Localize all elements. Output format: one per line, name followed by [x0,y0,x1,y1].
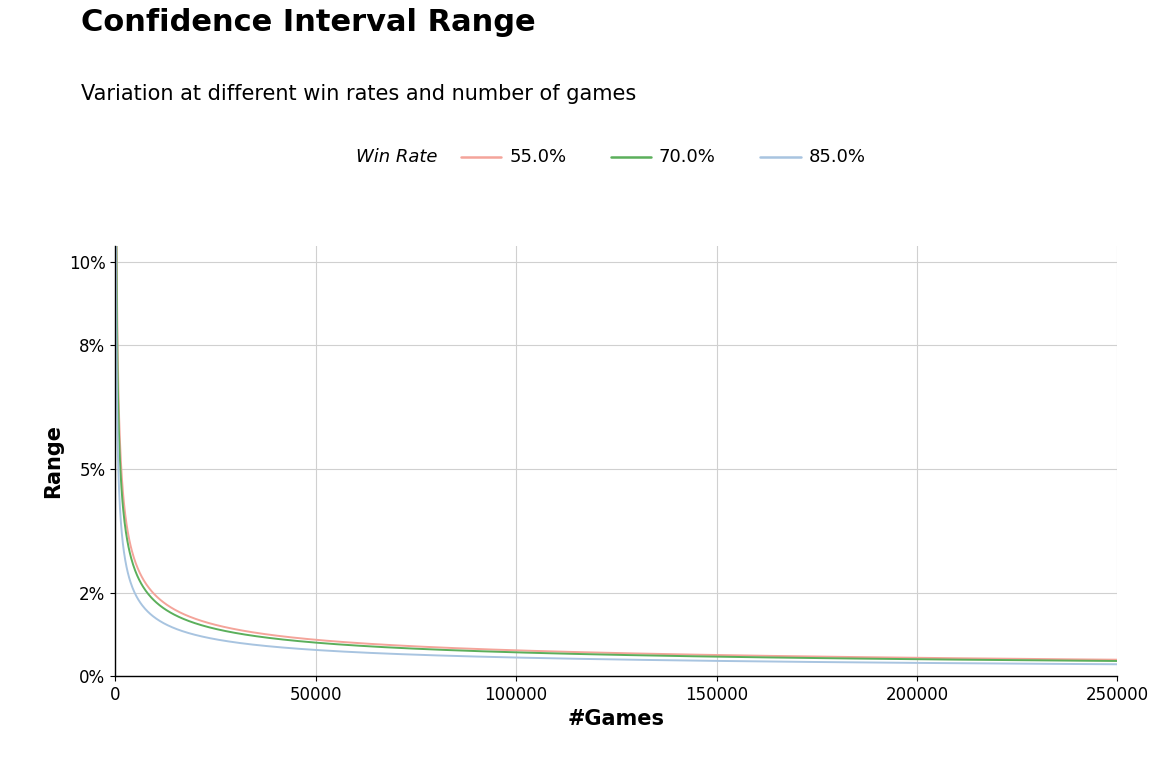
70.0% [108,21,122,30]
70.0% [111,346,124,356]
Text: Variation at different win rates and number of games: Variation at different win rates and num… [81,84,636,104]
55.0% [109,223,123,233]
Text: 55.0%: 55.0% [509,148,567,167]
70.0% [151,599,165,608]
Line: 70.0%: 70.0% [115,0,1117,661]
Y-axis label: Range: Range [43,424,63,498]
70.0% [1111,657,1124,666]
Text: Confidence Interval Range: Confidence Interval Range [81,8,536,37]
85.0% [115,531,129,540]
55.0% [111,319,124,328]
55.0% [115,475,129,485]
85.0% [111,418,124,427]
85.0% [109,350,123,359]
Text: 70.0%: 70.0% [659,148,715,167]
55.0% [151,593,165,602]
Line: 55.0%: 55.0% [115,0,1117,660]
Text: Win Rate: Win Rate [356,148,438,167]
Text: 85.0%: 85.0% [809,148,865,167]
X-axis label: #Games: #Games [568,709,665,729]
70.0% [109,259,123,268]
70.0% [115,491,129,500]
85.0% [1111,660,1124,669]
85.0% [108,164,122,174]
Line: 85.0%: 85.0% [115,0,1117,664]
55.0% [1111,655,1124,664]
85.0% [151,615,165,624]
